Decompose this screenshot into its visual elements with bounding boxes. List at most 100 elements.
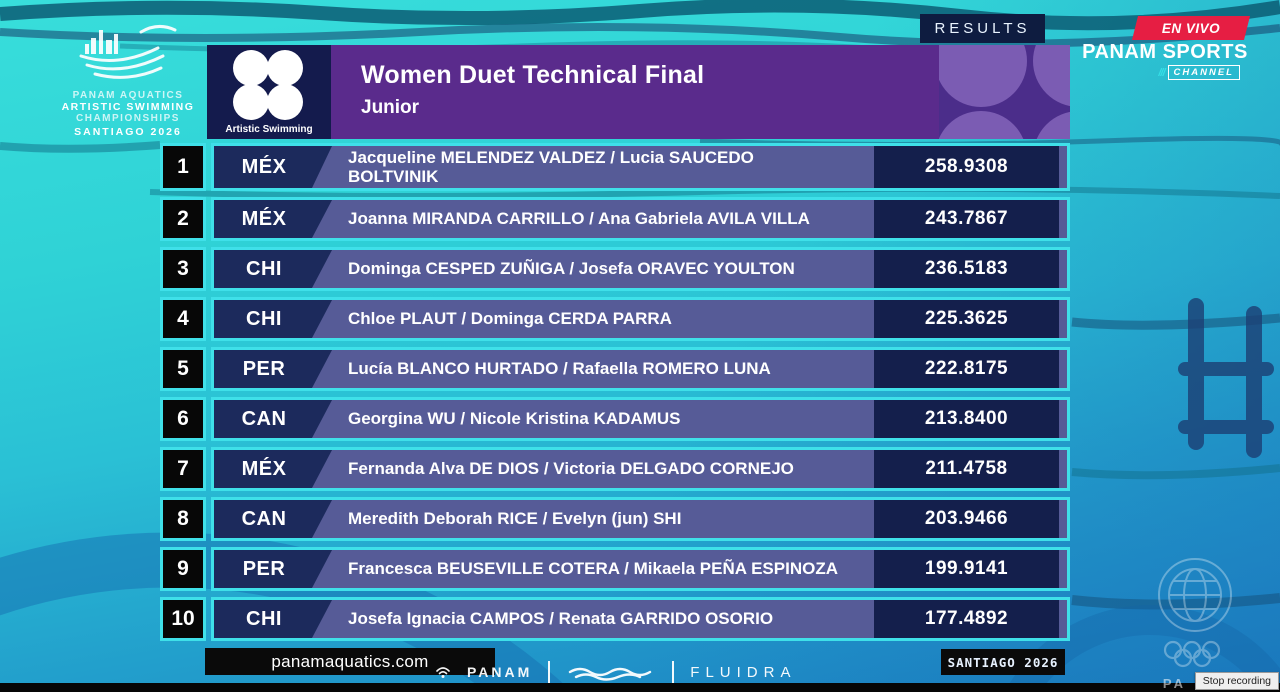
entry-bar: PER Francesca BEUSEVILLE COTERA / Mikael… xyxy=(211,547,1070,591)
athletes-cell: Dominga CESPED ZUÑIGA / Josefa ORAVEC YO… xyxy=(332,250,874,288)
score-cell: 213.8400 xyxy=(874,400,1059,438)
event-title-box: Women Duet Technical Final Junior xyxy=(331,45,939,139)
live-badge-label: EN VIVO xyxy=(1161,20,1221,36)
entry-bar: MÉX Fernanda Alva DE DIOS / Victoria DEL… xyxy=(211,447,1070,491)
rank-cell: 6 xyxy=(160,397,206,441)
score-cell: 199.9141 xyxy=(874,550,1059,588)
athletes-names: Dominga CESPED ZUÑIGA / Josefa ORAVEC YO… xyxy=(348,259,795,279)
rank-cell: 4 xyxy=(160,297,206,341)
live-badge: EN VIVO xyxy=(1132,16,1250,40)
entry-bar: MÉX Joanna MIRANDA CARRILLO / Ana Gabrie… xyxy=(211,197,1070,241)
country-cell: MÉX xyxy=(214,200,332,238)
table-row: 7 MÉX Fernanda Alva DE DIOS / Victoria D… xyxy=(160,447,1070,491)
event-logo-line1: PANAM AQUATICS xyxy=(72,90,184,101)
score-cell: 236.5183 xyxy=(874,250,1059,288)
score-cell: 177.4892 xyxy=(874,600,1059,638)
athletes-cell: Josefa Ignacia CAMPOS / Renata GARRIDO O… xyxy=(332,600,874,638)
event-category: Junior xyxy=(361,97,420,118)
sponsor-divider xyxy=(548,661,551,683)
table-row: 10 CHI Josefa Ignacia CAMPOS / Renata GA… xyxy=(160,597,1070,641)
rank-cell: 7 xyxy=(160,447,206,491)
rank-cell: 8 xyxy=(160,497,206,541)
sponsor-divider xyxy=(672,661,675,683)
table-row: 4 CHI Chloe PLAUT / Dominga CERDA PARRA … xyxy=(160,297,1070,341)
bottom-bar xyxy=(0,683,1280,692)
score-cell: 222.8175 xyxy=(874,350,1059,388)
athletes-names: Joanna MIRANDA CARRILLO / Ana Gabriela A… xyxy=(348,209,810,229)
score-cell: 243.7867 xyxy=(874,200,1059,238)
athletes-cell: Joanna MIRANDA CARRILLO / Ana Gabriela A… xyxy=(332,200,874,238)
athletes-names: Georgina WU / Nicole Kristina KADAMUS xyxy=(348,409,681,429)
athletes-cell: Meredith Deborah RICE / Evelyn (jun) SHI xyxy=(332,500,874,538)
sponsor-fluidra: FLUIDRA xyxy=(690,663,797,681)
entry-bar: CAN Meredith Deborah RICE / Evelyn (jun)… xyxy=(211,497,1070,541)
entry-bar: MÉX Jacqueline MELENDEZ VALDEZ / Lucia S… xyxy=(211,143,1070,191)
table-row: 3 CHI Dominga CESPED ZUÑIGA / Josefa ORA… xyxy=(160,247,1070,291)
country-cell: MÉX xyxy=(214,146,332,188)
entry-bar: CHI Josefa Ignacia CAMPOS / Renata GARRI… xyxy=(211,597,1070,641)
athletes-cell: Lucía BLANCO HURTADO / Rafaella ROMERO L… xyxy=(332,350,874,388)
score-cell: 225.3625 xyxy=(874,300,1059,338)
title-bar: Artistic Swimming Women Duet Technical F… xyxy=(207,45,1070,139)
country-cell: MÉX xyxy=(214,450,332,488)
results-table: 1 MÉX Jacqueline MELENDEZ VALDEZ / Lucia… xyxy=(160,143,1070,641)
website-badge: panamaquatics.com xyxy=(205,648,495,675)
score-cell: 211.4758 xyxy=(874,450,1059,488)
athletes-names: Jacqueline MELENDEZ VALDEZ / Lucia SAUCE… xyxy=(348,147,754,186)
wave-logo-icon xyxy=(569,667,652,681)
country-cell: CHI xyxy=(214,600,332,638)
event-logo: PANAM AQUATICS ARTISTIC SWIMMING CHAMPIO… xyxy=(38,18,218,138)
rank-cell: 1 xyxy=(160,143,206,191)
entry-bar: PER Lucía BLANCO HURTADO / Rafaella ROME… xyxy=(211,347,1070,391)
results-label: RESULTS xyxy=(920,14,1045,43)
sponsor-panam: PANAM xyxy=(467,664,533,680)
athletes-cell: Francesca BEUSEVILLE COTERA / Mikaela PE… xyxy=(332,550,874,588)
score-cell: 258.9308 xyxy=(874,146,1059,188)
entry-bar: CHI Dominga CESPED ZUÑIGA / Josefa ORAVE… xyxy=(211,247,1070,291)
watermark-letters: PA xyxy=(1162,676,1186,691)
location-badge: SANTIAGO 2026 xyxy=(941,649,1065,675)
wifi-icon xyxy=(436,667,450,678)
country-cell: CHI xyxy=(214,250,332,288)
athletes-cell: Chloe PLAUT / Dominga CERDA PARRA xyxy=(332,300,874,338)
event-title: Women Duet Technical Final xyxy=(361,61,705,89)
country-cell: CHI xyxy=(214,300,332,338)
country-cell: CAN xyxy=(214,400,332,438)
artistic-swimming-icon xyxy=(233,50,303,120)
athletes-names: Francesca BEUSEVILLE COTERA / Mikaela PE… xyxy=(348,559,838,579)
athletes-names: Lucía BLANCO HURTADO / Rafaella ROMERO L… xyxy=(348,359,771,379)
athletes-names: Chloe PLAUT / Dominga CERDA PARRA xyxy=(348,309,672,329)
stop-recording-tooltip[interactable]: Stop recording xyxy=(1194,672,1279,690)
athletes-names: Fernanda Alva DE DIOS / Victoria DELGADO… xyxy=(348,459,794,479)
sponsor-strip: PANAM FLUIDRA xyxy=(435,656,796,688)
event-logo-line4: SANTIAGO 2026 xyxy=(74,126,182,138)
score-cell: 203.9466 xyxy=(874,500,1059,538)
table-row: 5 PER Lucía BLANCO HURTADO / Rafaella RO… xyxy=(160,347,1070,391)
athletes-cell: Georgina WU / Nicole Kristina KADAMUS xyxy=(332,400,874,438)
athletes-names: Meredith Deborah RICE / Evelyn (jun) SHI xyxy=(348,509,682,529)
channel-name: PANAM SPORTS xyxy=(1082,41,1248,63)
panam-watermark-icon xyxy=(1158,558,1232,668)
deco-circles-panel xyxy=(939,45,1070,139)
skyline-swoosh-icon xyxy=(79,25,177,79)
discipline-label: Artistic Swimming xyxy=(225,124,313,135)
deco-circles-icon xyxy=(939,45,1070,139)
table-row: 6 CAN Georgina WU / Nicole Kristina KADA… xyxy=(160,397,1070,441)
table-row: 2 MÉX Joanna MIRANDA CARRILLO / Ana Gabr… xyxy=(160,197,1070,241)
athletes-cell: Fernanda Alva DE DIOS / Victoria DELGADO… xyxy=(332,450,874,488)
rank-cell: 2 xyxy=(160,197,206,241)
channel-sub-label: CHANNEL xyxy=(1167,65,1240,80)
country-cell: CAN xyxy=(214,500,332,538)
channel-slashes: /// xyxy=(1158,66,1165,79)
event-logo-line2: ARTISTIC SWIMMING xyxy=(61,101,195,113)
country-cell: PER xyxy=(214,350,332,388)
channel-logo: PANAM SPORTS /// CHANNEL xyxy=(1080,41,1250,80)
event-logo-line3: CHAMPIONSHIPS xyxy=(76,113,180,124)
discipline-box: Artistic Swimming xyxy=(207,45,331,139)
athletes-cell: Jacqueline MELENDEZ VALDEZ / Lucia SAUCE… xyxy=(332,146,874,188)
athletes-names: Josefa Ignacia CAMPOS / Renata GARRIDO O… xyxy=(348,609,774,629)
entry-bar: CAN Georgina WU / Nicole Kristina KADAMU… xyxy=(211,397,1070,441)
entry-bar: CHI Chloe PLAUT / Dominga CERDA PARRA 22… xyxy=(211,297,1070,341)
table-row: 9 PER Francesca BEUSEVILLE COTERA / Mika… xyxy=(160,547,1070,591)
rank-cell: 9 xyxy=(160,547,206,591)
